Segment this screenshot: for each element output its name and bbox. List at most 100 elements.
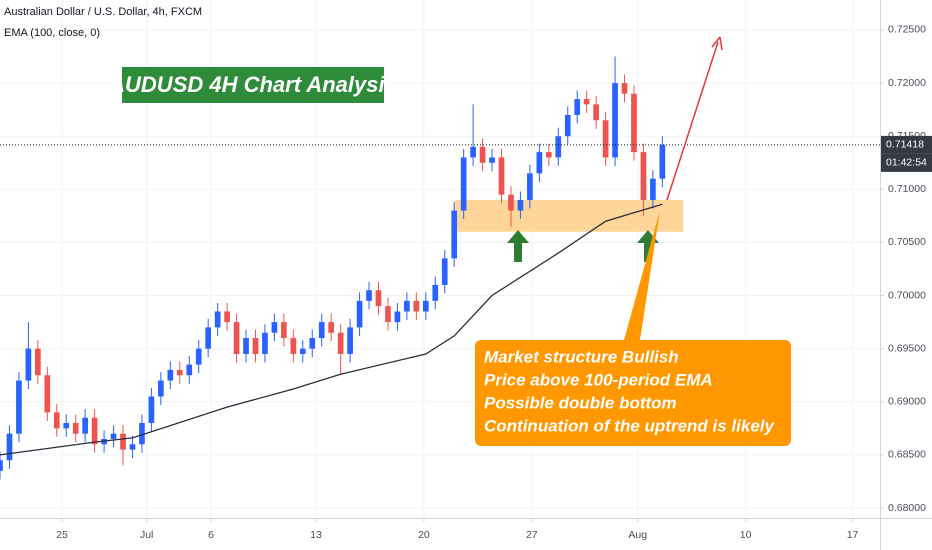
candle-body xyxy=(422,300,429,312)
y-tick-label: 0.69000 xyxy=(888,396,926,408)
forecast-arrow-head xyxy=(711,36,723,51)
callout-text: Market structure Bullish Price above 100-… xyxy=(484,347,775,435)
y-tick-label: 0.72000 xyxy=(888,77,926,89)
candle-body xyxy=(195,348,202,365)
y-tick-label: 0.70000 xyxy=(888,289,926,301)
support-zone xyxy=(455,199,684,232)
candle-body xyxy=(337,332,344,354)
callout-line: Market structure Bullish xyxy=(484,347,679,366)
ema-line xyxy=(0,203,663,456)
axis-labels: 0.68000 0.68500 0.69000 0.69500 0.70000 0.705… xyxy=(56,24,932,541)
x-tick-label: 10 xyxy=(740,529,752,541)
x-tick-label: 13 xyxy=(310,529,322,541)
candle-body xyxy=(659,144,666,179)
x-tick-label: 25 xyxy=(56,529,68,541)
countdown-box xyxy=(881,153,932,172)
candle-body xyxy=(82,417,88,434)
candle-body xyxy=(394,311,401,323)
candle-body xyxy=(536,152,543,174)
candle-body xyxy=(631,93,637,153)
candle-body xyxy=(281,322,287,339)
candle-body xyxy=(545,152,552,158)
callout-line: Price above 100-period EMA xyxy=(484,370,713,389)
support-zone-layer xyxy=(455,199,684,232)
candle-body xyxy=(593,104,599,121)
candle-body xyxy=(243,338,249,354)
candle-body xyxy=(6,433,13,461)
candle-body xyxy=(404,300,410,312)
candle-body xyxy=(356,300,363,328)
candle-body xyxy=(508,194,514,211)
candle-body xyxy=(139,423,145,445)
candle-body xyxy=(44,375,51,413)
x-tick-label: Jul xyxy=(140,529,153,541)
callout-box xyxy=(475,340,791,446)
indicator-label: EMA (100, close, 0) xyxy=(4,27,100,39)
candle-body xyxy=(479,146,486,163)
candle-body xyxy=(148,396,155,424)
candle-body xyxy=(385,306,391,323)
candle-body xyxy=(262,332,268,354)
candle-body xyxy=(0,460,3,471)
candle-body xyxy=(309,338,316,349)
callout-line: Possible double bottom xyxy=(484,393,677,412)
candle-body xyxy=(233,322,240,354)
candle-body xyxy=(328,322,335,333)
candle-body xyxy=(441,258,448,285)
candles xyxy=(0,56,666,480)
candle-body xyxy=(640,152,647,200)
candle-body xyxy=(110,433,117,439)
y-tick-label: 0.69500 xyxy=(888,342,926,354)
candle-body xyxy=(16,380,22,434)
last-price-label: 0.71418 xyxy=(886,139,924,151)
up-arrow xyxy=(507,230,529,262)
candle-body xyxy=(527,173,533,200)
headline: AUDUSD 4H Chart Analysis xyxy=(108,72,397,97)
candle-body xyxy=(498,157,505,195)
candle-body xyxy=(470,146,476,158)
candle-body xyxy=(574,99,581,115)
candle-body xyxy=(564,114,571,137)
y-tick-label: 0.68500 xyxy=(888,449,926,461)
candle-body xyxy=(583,99,590,105)
y-tick-label: 0.71000 xyxy=(888,183,926,195)
candle-body xyxy=(120,433,126,450)
candle-body xyxy=(555,136,562,158)
candle-body xyxy=(158,380,164,397)
candle-body xyxy=(621,83,628,94)
candle-body xyxy=(460,157,467,211)
candle-body xyxy=(451,210,458,259)
candle-body xyxy=(602,120,609,158)
candle-body xyxy=(25,348,32,381)
candle-body xyxy=(176,369,183,376)
x-tick-label: 20 xyxy=(418,529,430,541)
candle-body xyxy=(432,284,439,301)
countdown-label: 01:42:54 xyxy=(886,157,927,169)
candle-body xyxy=(413,300,420,312)
candle-body xyxy=(186,364,193,376)
candle-body xyxy=(252,338,259,354)
x-tick-label: Aug xyxy=(628,529,647,541)
candle-body xyxy=(517,199,524,211)
candle-body xyxy=(299,348,306,354)
y-tick-label: 0.70500 xyxy=(888,236,926,248)
candle-body xyxy=(375,290,382,307)
candle-body xyxy=(347,327,353,354)
callout-line: Continuation of the uptrend is likely xyxy=(484,416,775,435)
candle-body xyxy=(612,83,618,158)
candle-body xyxy=(205,327,212,349)
candle-body xyxy=(214,311,221,328)
x-tick-label: 6 xyxy=(208,529,214,541)
candle-body xyxy=(271,322,278,333)
forecast-arrow xyxy=(666,41,719,201)
candle-body xyxy=(650,178,656,200)
chart-title: Australian Dollar / U.S. Dollar, 4h, FXC… xyxy=(4,6,202,18)
y-tick-label: 0.68000 xyxy=(888,502,926,514)
callout-pointer xyxy=(624,210,660,340)
candle-body xyxy=(318,322,325,339)
candle-body xyxy=(290,338,297,354)
candle-body xyxy=(91,417,98,445)
candle-body xyxy=(35,348,41,376)
candle-body xyxy=(129,444,136,450)
